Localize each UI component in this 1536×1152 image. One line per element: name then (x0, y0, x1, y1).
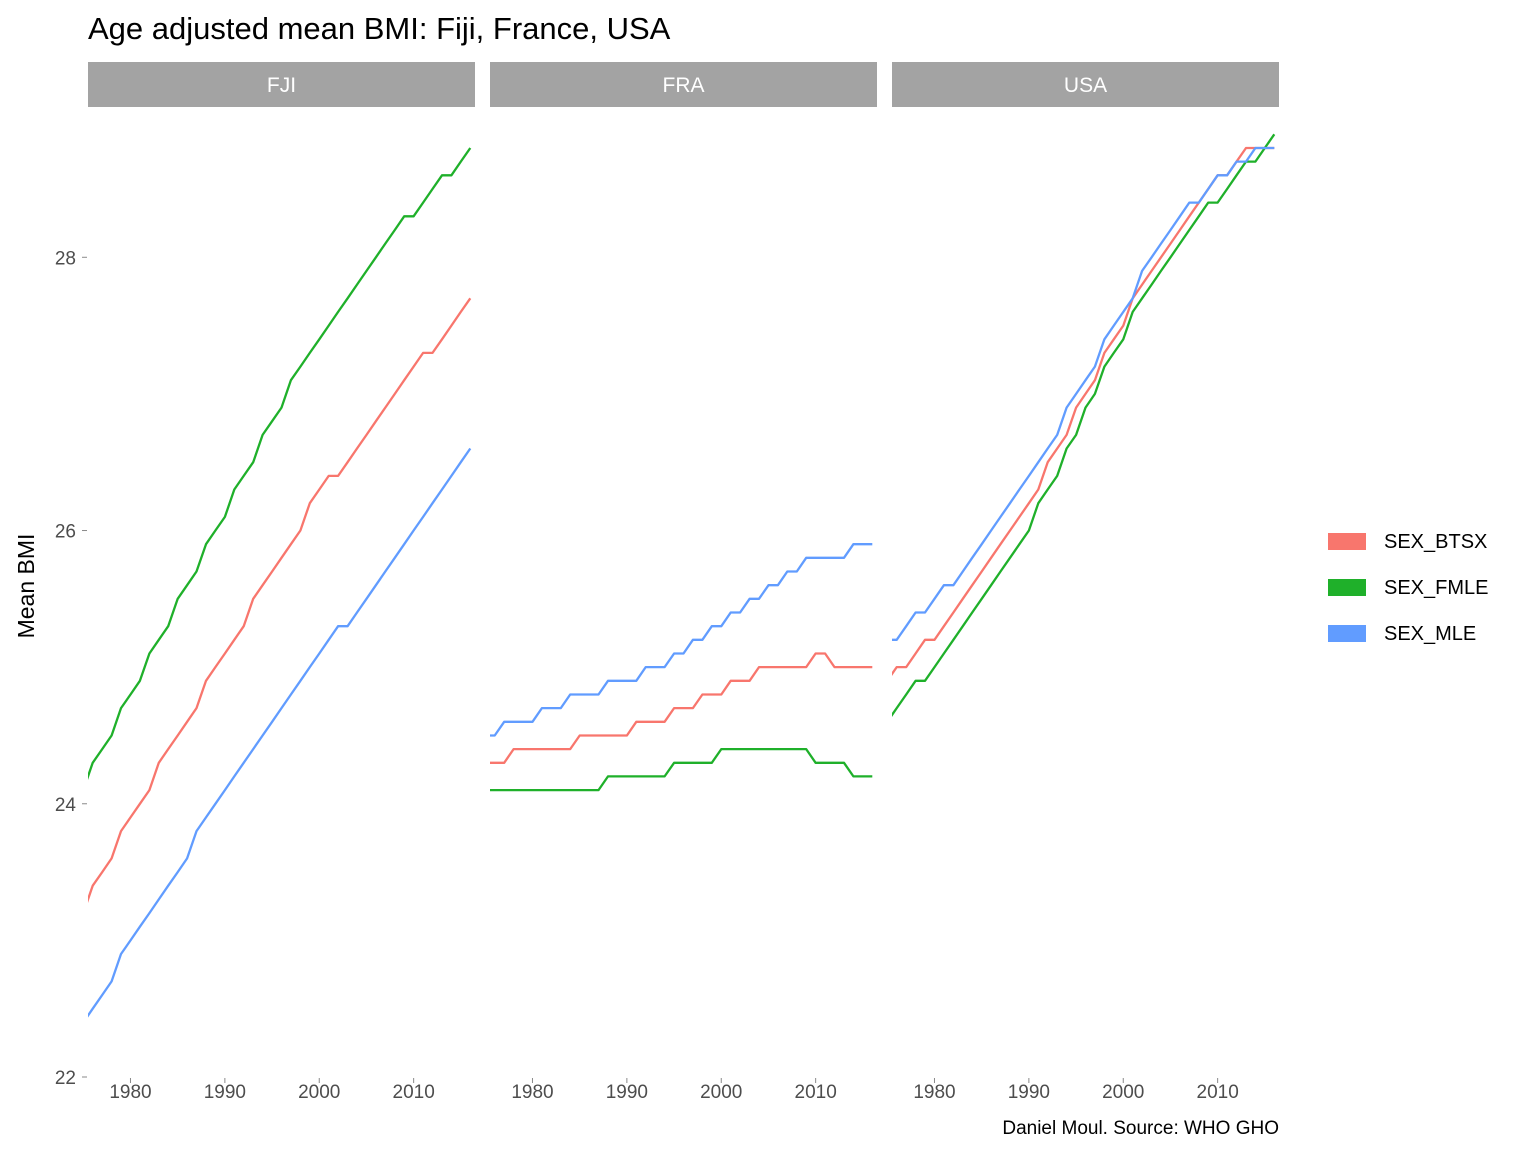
y-tick-label: 22 (55, 1068, 76, 1089)
panel-usa: USA 1980 1990 2000 2010 (892, 62, 1279, 1103)
y-tick-label: 26 (55, 522, 76, 543)
series-line-sex-btsx (892, 146, 1275, 676)
x-tick-label: 2010 (1197, 1082, 1239, 1103)
panel-fji: FJI 1980 1990 2000 2010 (88, 62, 475, 1103)
strip-label: FRA (663, 74, 705, 97)
x-tick-label: 1990 (1008, 1082, 1050, 1103)
series-line-sex-fmle (490, 747, 873, 792)
series-line-sex-btsx (490, 652, 873, 764)
y-tick-label: 24 (55, 795, 77, 816)
x-tick-label: 1980 (511, 1082, 553, 1103)
y-axis-title: Mean BMI (13, 534, 39, 639)
strip-usa (892, 62, 1279, 107)
chart-title: Age adjusted mean BMI: Fiji, France, USA (88, 11, 671, 46)
x-tick-label: 2000 (298, 1082, 340, 1103)
x-tick-label: 2000 (700, 1082, 742, 1103)
series-line-sex-btsx (88, 297, 472, 903)
chart-caption: Daniel Moul. Source: WHO GHO (1002, 1118, 1279, 1139)
legend-key-sex-fmle (1328, 579, 1366, 596)
strip-fji (88, 62, 475, 107)
legend-key-sex-mle (1328, 625, 1366, 642)
y-tick-label: 28 (55, 248, 76, 269)
strip-label: USA (1064, 74, 1107, 97)
legend-label: SEX_FMLE (1384, 577, 1488, 599)
x-tick-label: 2010 (393, 1082, 435, 1103)
legend-key-sex-btsx (1328, 533, 1366, 550)
series-line-sex-fmle (892, 133, 1276, 717)
y-axis: 22 24 26 28 (55, 248, 87, 1089)
legend-label: SEX_BTSX (1384, 531, 1487, 553)
x-tick-label: 1990 (606, 1082, 648, 1103)
series-line-sex-mle (88, 447, 472, 1018)
strip-fra (490, 62, 877, 107)
x-tick-label: 1990 (204, 1082, 246, 1103)
series-line-sex-mle (490, 543, 873, 737)
series-line-sex-mle (892, 146, 1275, 641)
legend-label: SEX_MLE (1384, 623, 1476, 645)
x-tick-label: 2000 (1102, 1082, 1144, 1103)
x-tick-label: 1980 (913, 1082, 955, 1103)
series-line-sex-fmle (88, 147, 472, 780)
legend: SEX_BTSX SEX_FMLE SEX_MLE (1328, 531, 1488, 645)
x-tick-label: 2010 (795, 1082, 837, 1103)
x-tick-label: 1980 (109, 1082, 151, 1103)
strip-label: FJI (267, 74, 296, 97)
panel-fra: FRA 1980 1990 2000 2010 (490, 62, 877, 1103)
